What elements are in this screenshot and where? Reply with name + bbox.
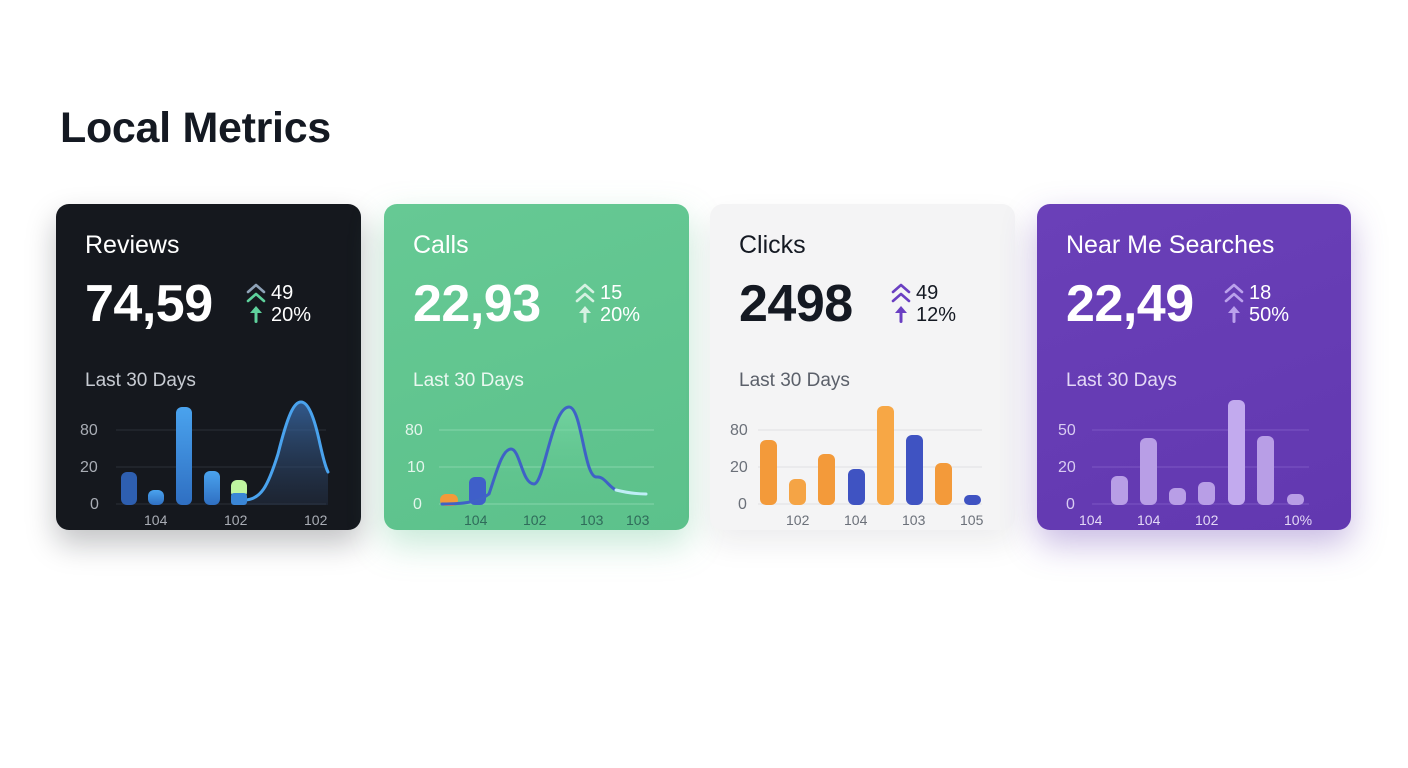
near-me-searches-chart: 50 20 0 104 104 102 10% — [1058, 400, 1312, 528]
x-tick: 105 — [960, 512, 984, 528]
area-fill — [244, 402, 328, 505]
y-tick: 80 — [405, 422, 423, 439]
trend-indicator: 49 12% — [891, 282, 971, 330]
trend-percent: 12% — [916, 304, 957, 326]
y-tick: 0 — [1066, 496, 1075, 513]
trend-percent: 20% — [271, 304, 312, 326]
x-tick-extra: 104 — [1079, 512, 1103, 528]
trend-indicator: 15 20% — [575, 282, 655, 330]
bar-6 — [1257, 436, 1274, 505]
trend-line — [440, 405, 618, 506]
x-tick: 104 — [844, 512, 868, 528]
trend-count: 15 — [600, 282, 623, 304]
trend-up-icon — [1224, 283, 1244, 323]
y-tick: 0 — [90, 496, 99, 513]
x-tick: 104 — [1137, 512, 1161, 528]
metric-card-near-me-searches[interactable]: Near Me Searches 22,49 18 50% Last 30 Da… — [1037, 204, 1351, 530]
y-axis-ticks: 50 20 0 — [1058, 422, 1076, 513]
y-tick: 20 — [80, 459, 98, 476]
card-title: Near Me Searches — [1066, 231, 1275, 259]
period-label: Last 30 Days — [85, 370, 196, 391]
bar-4 — [204, 471, 220, 505]
bar-3 — [1169, 488, 1186, 505]
x-tick: 104 — [464, 512, 488, 528]
y-tick: 20 — [730, 459, 748, 476]
bar-5 — [877, 406, 894, 505]
y-axis-ticks: 80 10 0 — [405, 422, 425, 513]
x-tick: 10% — [1284, 512, 1312, 528]
y-tick: 80 — [730, 422, 748, 439]
x-tick: 102 — [304, 512, 328, 528]
y-tick: 50 — [1058, 422, 1076, 439]
metric-card-clicks[interactable]: Clicks 2498 49 12% Last 30 Days 80 20 0 — [710, 204, 1015, 530]
x-tick: 102 — [523, 512, 547, 528]
area-fill — [442, 407, 646, 505]
clicks-chart: 80 20 0 102 104 103 105 — [730, 406, 984, 528]
bar-4 — [848, 469, 865, 505]
page-title: Local Metrics — [60, 104, 331, 152]
trend-percent: 50% — [1249, 304, 1290, 326]
card-value: 74,59 — [85, 275, 213, 333]
bar-5 — [1228, 400, 1245, 505]
trend-count: 18 — [1249, 282, 1272, 304]
period-label: Last 30 Days — [413, 370, 524, 391]
y-axis-ticks: 80 20 0 — [80, 422, 99, 513]
card-title: Reviews — [85, 231, 180, 259]
y-axis-ticks: 80 20 0 — [730, 422, 748, 513]
bar-4 — [1198, 482, 1215, 505]
y-tick: 80 — [80, 422, 98, 439]
x-axis-ticks: 104 102 103 103 — [464, 512, 650, 528]
x-tick: 102 — [1195, 512, 1219, 528]
bar-1 — [760, 440, 777, 505]
bar-1 — [1111, 476, 1128, 505]
x-axis-ticks: 102 104 103 105 — [786, 512, 984, 528]
y-tick: 20 — [1058, 459, 1076, 476]
bar-2 — [789, 479, 806, 505]
period-label: Last 30 Days — [739, 370, 850, 391]
bar-3 — [176, 407, 192, 505]
trend-line-tail — [614, 488, 648, 496]
bar-7 — [935, 463, 952, 505]
bar-2 — [1140, 438, 1157, 505]
trend-count: 49 — [271, 282, 294, 304]
bar-1 — [121, 472, 137, 505]
bar-8 — [964, 495, 981, 505]
trend-indicator: 49 20% — [246, 282, 326, 330]
metric-card-reviews[interactable]: Reviews 74,59 49 20% Last 30 Days 80 20 … — [56, 204, 361, 530]
trend-line — [242, 400, 330, 502]
trend-up-icon — [246, 283, 266, 323]
trend-up-icon — [891, 283, 911, 323]
x-tick: 102 — [786, 512, 810, 528]
bar-6 — [906, 435, 923, 505]
metric-card-calls[interactable]: Calls 22,93 15 20% Last 30 Days 80 10 0 — [384, 204, 689, 530]
y-tick: 0 — [413, 496, 422, 513]
reviews-chart: 80 20 0 104 102 — [80, 400, 330, 528]
y-tick: 10 — [407, 459, 425, 476]
x-axis-ticks: 104 102 102 — [144, 512, 328, 528]
trend-indicator: 18 50% — [1224, 282, 1304, 330]
trend-up-icon — [575, 283, 595, 323]
card-value: 22,49 — [1066, 275, 1194, 333]
card-value: 2498 — [739, 275, 853, 333]
card-title: Calls — [413, 231, 469, 259]
card-value: 22,93 — [413, 275, 541, 333]
bar-5-base — [231, 493, 247, 505]
x-axis-ticks: 104 104 102 10% — [1079, 512, 1312, 528]
y-tick: 0 — [738, 496, 747, 513]
bar-3 — [818, 454, 835, 505]
x-tick: 103 — [580, 512, 604, 528]
trend-count: 49 — [916, 282, 939, 304]
x-tick: 102 — [224, 512, 248, 528]
x-tick: 103 — [626, 512, 650, 528]
trend-percent: 20% — [600, 304, 641, 326]
x-tick: 103 — [902, 512, 926, 528]
bars — [1111, 400, 1304, 505]
card-title: Clicks — [739, 231, 806, 259]
calls-chart: 80 10 0 104 102 103 103 — [405, 405, 654, 528]
bar-2 — [148, 490, 164, 505]
x-tick: 104 — [144, 512, 168, 528]
bar-7 — [1287, 494, 1304, 505]
period-label: Last 30 Days — [1066, 370, 1177, 391]
